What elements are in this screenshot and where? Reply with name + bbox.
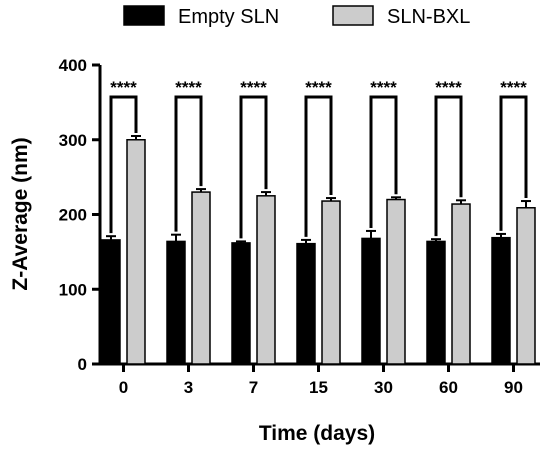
significance-bracket [369,95,398,228]
y-axis-title: Z-Average (nm) [9,137,32,290]
significance-label: **** [435,78,462,97]
bar-empty-sln [166,240,186,365]
bar-sln-bxl [191,191,211,365]
bar-sln-bxl [386,198,406,365]
bar-sln-bxl [451,203,471,365]
bar-empty-sln [361,237,381,365]
legend-label: SLN-BXL [387,6,470,28]
significance-bracket [434,95,463,237]
bar-empty-sln [491,236,511,365]
bars [101,135,536,365]
significance-label: **** [500,78,527,97]
bar-sln-bxl [126,139,146,365]
significance-bracket [109,95,138,234]
y-axis: 0 100 200 300 400 [59,56,102,374]
significance-label: **** [240,78,267,97]
x-tick-label: 30 [374,378,393,397]
significance-bracket [239,95,268,239]
bar-sln-bxl [516,207,536,365]
significance-bracket [499,95,528,231]
x-tick-label: 60 [439,378,458,397]
x-tick-label: 90 [504,378,523,397]
significance-label: **** [370,78,397,97]
significance-label: **** [175,78,202,97]
bar-empty-sln [426,240,446,365]
x-axis: 0 3 7 15 30 60 90 [99,362,540,397]
legend-swatch [332,5,374,26]
x-axis-title: Time (days) [259,422,375,445]
significance-bracket [174,95,203,232]
x-tick-label: 15 [309,378,328,397]
significance-label: **** [110,78,137,97]
legend-swatch [123,5,165,26]
x-tick-label: 7 [249,378,258,397]
y-tick-label: 0 [78,355,87,374]
legend: Empty SLN SLN-BXL [123,5,470,28]
significance-label: **** [305,78,332,97]
y-tick-label: 100 [59,280,87,299]
y-tick-label: 400 [59,56,87,75]
bar-sln-bxl [256,195,276,365]
bar-empty-sln [296,242,316,365]
bar-empty-sln [231,242,251,365]
significance-brackets: **** **** **** **** **** **** **** [109,78,528,239]
legend-label: Empty SLN [178,6,279,28]
y-tick-label: 200 [59,206,87,225]
x-tick-label: 0 [119,378,128,397]
significance-bracket [304,95,333,237]
bar-sln-bxl [321,200,341,365]
y-tick-label: 300 [59,131,87,150]
x-tick-label: 3 [184,378,193,397]
bar-empty-sln [101,239,121,365]
